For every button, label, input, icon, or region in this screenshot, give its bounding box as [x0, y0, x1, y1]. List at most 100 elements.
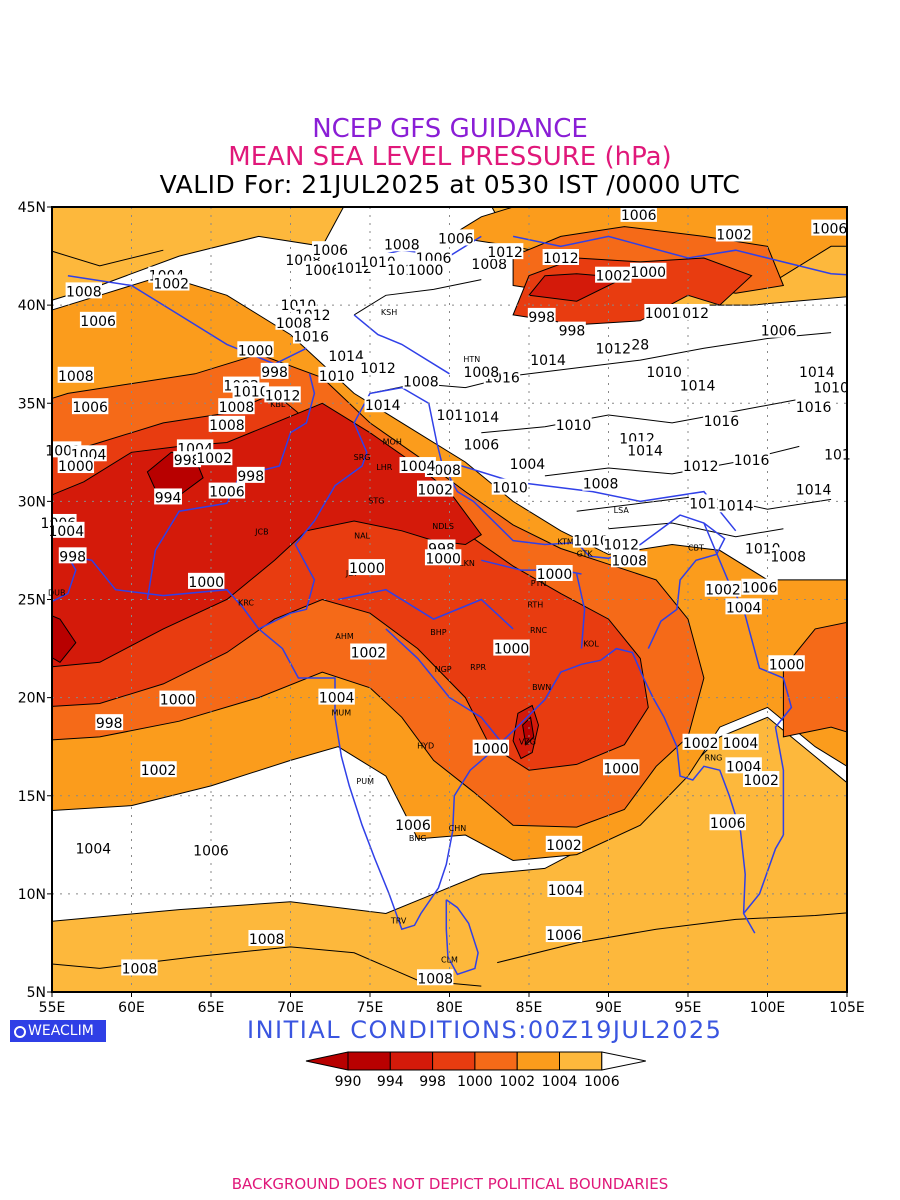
isobar-value-label: 1006 — [710, 816, 746, 832]
city-label: RNG — [705, 753, 723, 762]
axis-labels: 55E 60E 65E 70E 75E 80E 85E 90E 95E 100E 105E 45N 40… — [18, 200, 865, 1016]
isobar-value-label: 1014 — [718, 498, 754, 514]
isobar-value-label: 1016 — [796, 400, 832, 416]
isobar-value-label: 1002 — [196, 451, 232, 467]
isobar-value-label: 998 — [96, 716, 123, 732]
isobar-value-label: 1006 — [193, 844, 229, 860]
isobar-value-label: 1008 — [403, 375, 439, 391]
isobar-value-label: 1006 — [761, 324, 797, 340]
isobar-value-label: 1008 — [58, 369, 94, 385]
isobar-value-label: 1010 — [492, 481, 528, 497]
title-line-1: NCEP GFS GUIDANCE — [312, 114, 588, 144]
isobar-value-label: 1001 — [645, 306, 681, 322]
lat-tick-label: 35N — [18, 396, 46, 412]
city-label: AHM — [335, 632, 353, 641]
isobar-value-label: 1014 — [627, 443, 663, 459]
isobar-value-label: 1008 — [611, 553, 647, 569]
lon-tick-label: 70E — [277, 1000, 304, 1016]
isobar-value-label: 1014 — [799, 365, 835, 381]
legend-label: 1004 — [542, 1074, 578, 1090]
lat-tick-label: 20N — [18, 691, 46, 707]
legend-label: 1002 — [499, 1074, 535, 1090]
isobar-value-label: 1002 — [141, 763, 177, 779]
city-label: LSA — [614, 506, 630, 515]
logo-text: WEACLIM — [28, 1023, 94, 1039]
isobar-value-label: 1012 — [603, 538, 639, 554]
city-label: PUM — [356, 777, 374, 786]
isobar-value-label: 998 — [237, 469, 264, 485]
city-label: VZG — [519, 738, 536, 747]
isobar-value-label: 1006 — [438, 231, 474, 247]
city-label: KOL — [583, 640, 599, 649]
isobar-value-label: 1004 — [76, 842, 112, 858]
isobar-value-label: 1004 — [723, 736, 759, 752]
isobar-value-label: 1000 — [188, 575, 224, 591]
isobar-value-label: 1010 — [573, 534, 609, 550]
isobar-value-label: 1004 — [510, 457, 546, 473]
city-label: NDLS — [432, 522, 454, 531]
isobar-value-label: 1006 — [395, 818, 431, 834]
lat-tick-label: 25N — [18, 593, 46, 609]
city-label: BNG — [409, 834, 427, 843]
isobar-value-label: 1000 — [58, 459, 94, 475]
isobar-value-label: 1008 — [471, 257, 507, 273]
isobar-value-label: 1004 — [548, 883, 584, 899]
lon-tick-label: 85E — [516, 1000, 543, 1016]
legend-swatch — [474, 1051, 518, 1071]
weaclim-logo: WEACLIM — [10, 1020, 106, 1042]
city-label: MUM — [332, 708, 352, 717]
isobar-value-label: 1000 — [630, 265, 666, 281]
isobar-value-label: 1002 — [705, 583, 741, 599]
isobar-value-label: 1000 — [769, 657, 805, 673]
isobar-value-label: 1002 — [683, 736, 719, 752]
isobar-value-label: 1000 — [238, 343, 274, 359]
city-label: LHR — [376, 463, 392, 472]
pressure-shading — [52, 207, 847, 992]
isobar-value-label: 1002 — [417, 483, 453, 499]
city-label: MOH — [383, 437, 402, 446]
city-labels: KSHHTNSRGLHRKBLMOHSTGNDLSJCBNALJDPLKNPTN… — [48, 308, 722, 965]
isobar-value-label: 1006 — [621, 208, 657, 224]
isobar-value-label: 1012 — [683, 459, 719, 475]
isobar-value-label: 1004 — [48, 524, 84, 540]
isobar-value-label: 1008 — [770, 549, 806, 565]
legend-arrow-high — [601, 1051, 646, 1071]
isobar-value-label: 1000 — [494, 642, 530, 658]
isobar-value-label: 1012 — [689, 496, 725, 512]
isobar-value-label: 1010 — [319, 369, 355, 385]
isobar-value-label: 1006 — [312, 243, 348, 259]
isobar-value-label: 1016 — [704, 414, 740, 430]
isobar-value-label: 1002 — [153, 277, 189, 293]
isobar-value-label: 1010 — [233, 384, 269, 400]
city-label: STG — [368, 496, 384, 505]
isobar-value-label: 1014 — [530, 353, 566, 369]
isobar-value-label: 1002 — [351, 645, 387, 661]
isobar-value-label: 1012 — [265, 388, 301, 404]
city-label: KRC — [238, 598, 254, 607]
isobar-value-label: 1002 — [743, 773, 779, 789]
legend-swatch — [389, 1051, 434, 1071]
isobar-value-label: 1000 — [408, 263, 444, 279]
isobar-value-label: 1014 — [796, 483, 832, 499]
isobar-value-label: 1008 — [583, 477, 619, 493]
isobar-value-label: 1012 — [673, 306, 709, 322]
lon-tick-label: 90E — [595, 1000, 622, 1016]
isobar-value-label: 1006 — [209, 485, 245, 501]
isobar-value-label: 1014 — [463, 410, 499, 426]
isobar-value-label: 1010 — [813, 381, 849, 397]
city-label: LKN — [459, 559, 475, 568]
isobar-value-label: 1000 — [473, 742, 509, 758]
lat-tick-label: 45N — [18, 200, 46, 216]
isobar-value-label: 998 — [559, 324, 586, 340]
city-label: RTH — [527, 600, 543, 609]
lon-tick-label: 60E — [118, 1000, 145, 1016]
legend-swatch — [559, 1051, 603, 1071]
city-label: HTN — [463, 355, 480, 364]
city-label: HYD — [417, 742, 434, 751]
isobar-value-label: 101 — [824, 447, 851, 463]
isobar-value-label: 1000 — [425, 551, 461, 567]
isobar-value-label: 1002 — [595, 269, 631, 285]
isobar-value-label: 1006 — [742, 581, 778, 597]
isobar-value-label: 1004 — [726, 600, 762, 616]
